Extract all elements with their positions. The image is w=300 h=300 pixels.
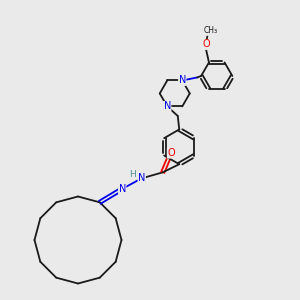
Text: N: N bbox=[118, 184, 126, 194]
Text: N: N bbox=[164, 101, 171, 111]
Text: N: N bbox=[138, 173, 146, 183]
Text: N: N bbox=[178, 75, 186, 85]
Text: O: O bbox=[167, 148, 175, 158]
Text: O: O bbox=[202, 39, 210, 50]
Text: H: H bbox=[129, 170, 136, 179]
Text: CH₃: CH₃ bbox=[203, 26, 218, 35]
